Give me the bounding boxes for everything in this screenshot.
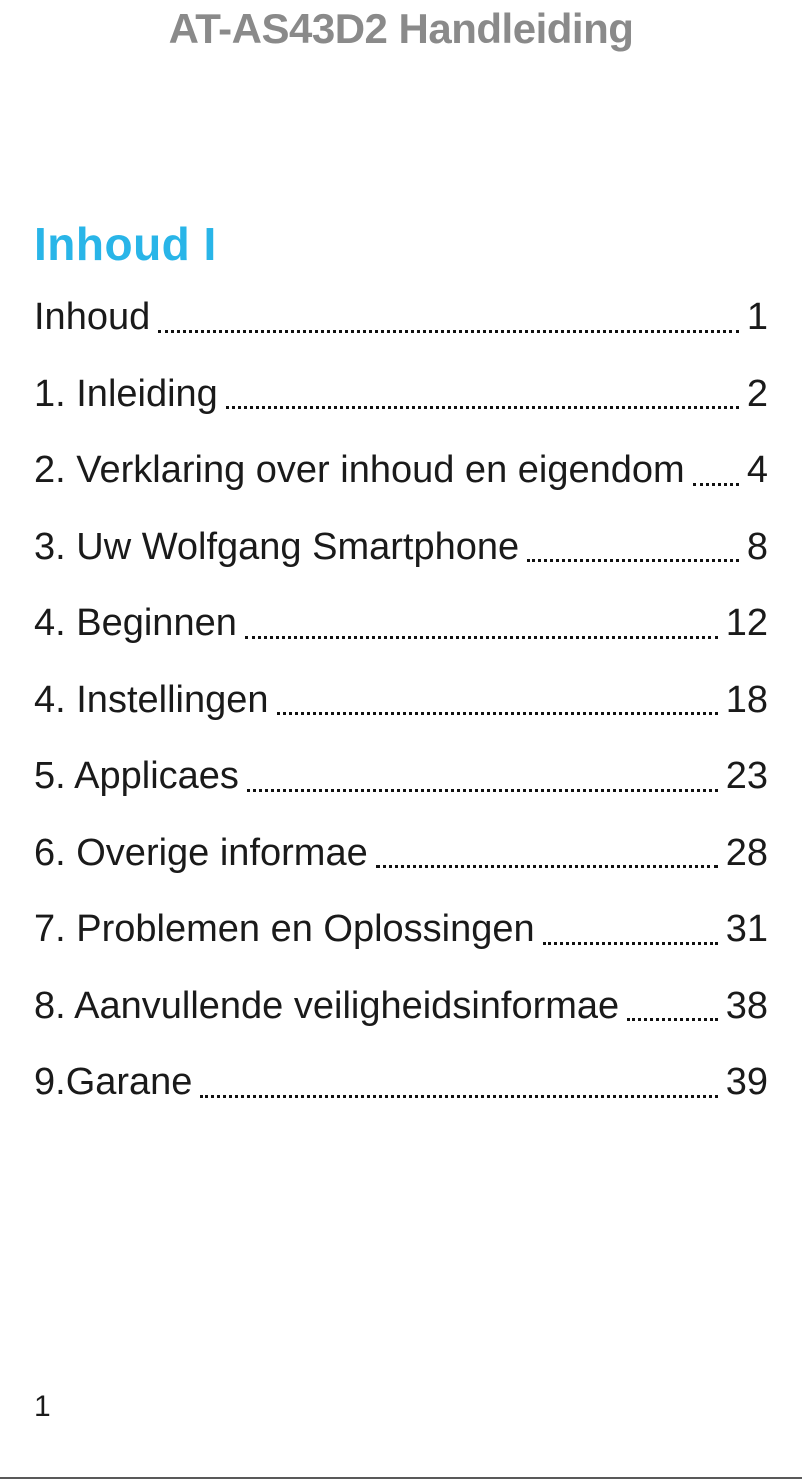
- toc-dot-leader: [244, 635, 718, 639]
- toc-entry-page-number: 1: [746, 296, 768, 339]
- toc-entry: 1. Inleiding 2: [34, 371, 768, 419]
- toc-entry-page-number: 2: [746, 372, 768, 415]
- toc-dot-leader: [375, 865, 718, 869]
- toc-entry-page-number: 39: [725, 1061, 768, 1104]
- toc-entry: 8. Aanvullende veiligheidsinformae 38: [34, 983, 768, 1031]
- toc-dot-leader: [246, 788, 718, 792]
- toc-entry: 7. Problemen en Oplossingen 31: [34, 906, 768, 954]
- toc-entry-page-number: 4: [746, 449, 768, 492]
- toc-dot-leader: [200, 1094, 718, 1098]
- toc-entry: 9.Garane 39: [34, 1059, 768, 1107]
- toc-entry-label: 8. Aanvullende veiligheidsinformae: [34, 984, 620, 1027]
- toc-list: Inhoud 1 1. Inleiding 2 2. Verklaring ov…: [34, 294, 768, 1107]
- toc-entry-label: 7. Problemen en Oplossingen: [34, 908, 535, 951]
- toc-entry-label: 4. Beginnen: [34, 602, 237, 645]
- toc-entry-label: 6. Overige informae: [34, 831, 368, 874]
- toc-entry: 4. Beginnen 12: [34, 600, 768, 648]
- toc-dot-leader: [627, 1018, 718, 1022]
- toc-section-heading: Inhoud I: [34, 218, 217, 271]
- toc-entry: 6. Overige informae 28: [34, 830, 768, 878]
- toc-entry-label: 2. Verklaring over inhoud en eigendom: [34, 449, 685, 492]
- toc-entry-page-number: 12: [725, 602, 768, 645]
- toc-entry-label: 9.Garane: [34, 1061, 193, 1104]
- toc-dot-leader: [527, 559, 739, 563]
- toc-dot-leader: [276, 712, 718, 716]
- toc-entry: 3. Uw Wolfgang Smartphone 8: [34, 524, 768, 572]
- toc-entry-page-number: 31: [725, 908, 768, 951]
- toc-entry-label: 5. Applicaes: [34, 755, 239, 798]
- toc-dot-leader: [692, 482, 739, 486]
- toc-dot-leader: [225, 406, 739, 410]
- toc-entry-page-number: 28: [725, 831, 768, 874]
- toc-entry: 4. Instellingen 18: [34, 677, 768, 725]
- toc-dot-leader: [158, 329, 739, 333]
- document-title: AT-AS43D2 Handleiding: [168, 5, 634, 52]
- toc-entry: 2. Verklaring over inhoud en eigendom 4: [34, 447, 768, 495]
- footer-divider-line: [0, 1477, 802, 1479]
- toc-entry-page-number: 38: [725, 984, 768, 1027]
- toc-entry-page-number: 18: [725, 678, 768, 721]
- toc-entry-page-number: 23: [725, 755, 768, 798]
- page-content: Inhoud I Inhoud 1 1. Inleiding 2 2. Verk…: [0, 217, 802, 1107]
- toc-dot-leader: [542, 941, 718, 945]
- toc-entry: 5. Applicaes 23: [34, 753, 768, 801]
- toc-entry: Inhoud 1: [34, 294, 768, 342]
- footer-page-number: 1: [34, 1390, 51, 1423]
- toc-entry-page-number: 8: [746, 525, 768, 568]
- toc-entry-label: 1. Inleiding: [34, 372, 218, 415]
- toc-entry-label: 3. Uw Wolfgang Smartphone: [34, 525, 520, 568]
- toc-entry-label: Inhoud: [34, 296, 151, 339]
- toc-entry-label: 4. Instellingen: [34, 678, 269, 721]
